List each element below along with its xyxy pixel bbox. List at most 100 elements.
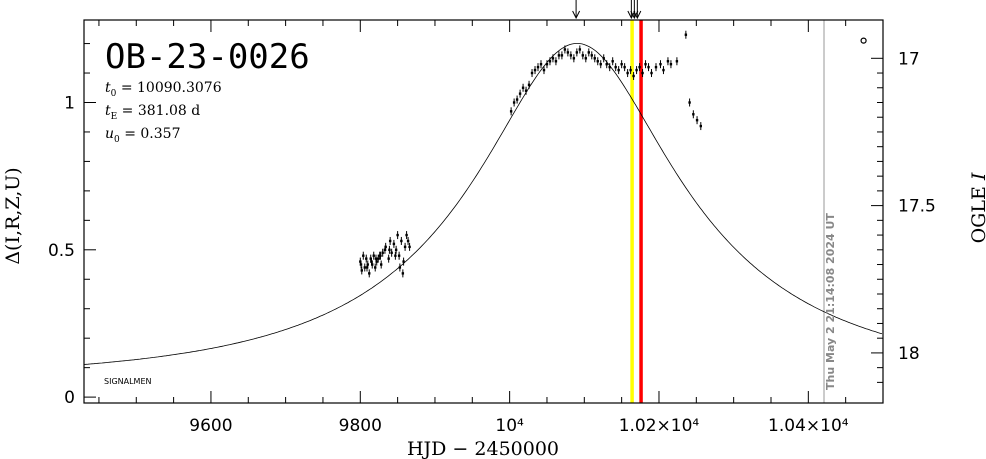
data-point <box>403 242 407 251</box>
data-point <box>524 86 528 95</box>
data-point <box>365 254 368 263</box>
data-point <box>536 63 540 72</box>
data-point <box>566 48 570 57</box>
data-point <box>611 57 614 66</box>
data-point <box>563 45 567 54</box>
data-point <box>638 63 641 72</box>
data-point <box>662 66 665 75</box>
data-point <box>518 89 522 98</box>
data-point <box>581 51 585 60</box>
data-point <box>590 51 593 60</box>
model-curve <box>84 43 883 365</box>
data-point <box>408 242 411 251</box>
y-tick-label-left-0: 0 <box>64 388 75 408</box>
data-point <box>360 266 363 275</box>
plot-area: 9600 9800 10⁴ 1.02×10⁴ 1.04×10⁴ 0 0.5 1 17 17.5 18 <box>48 0 936 436</box>
x-axis-label: HJD − 2450000 <box>407 438 559 459</box>
data-point <box>402 257 405 266</box>
data-point <box>394 251 397 260</box>
x-tick-label-4: 1.04×10⁴ <box>768 416 849 436</box>
data-point <box>644 60 647 69</box>
data-point <box>509 107 513 116</box>
data-point <box>654 63 658 72</box>
y-tick-label-right-1: 17.5 <box>898 197 936 217</box>
data-point <box>602 54 605 63</box>
data-point <box>388 245 391 254</box>
fit-parameters: t0 = 10090.3076 tE = 381.08 d u0 = 0.357 <box>105 80 222 145</box>
data-point <box>587 48 590 57</box>
data-point <box>387 254 390 263</box>
data-point <box>374 263 377 272</box>
y-axis-label-right-prefix: OGLE <box>968 180 986 243</box>
data-point <box>659 60 662 69</box>
data-point <box>527 80 531 89</box>
data-point <box>650 69 653 78</box>
y-tick-label-right-2: 18 <box>898 344 920 364</box>
data-point <box>372 251 375 260</box>
data-point <box>381 248 384 257</box>
data-point <box>512 98 516 107</box>
data-point <box>593 54 596 63</box>
x-tick-label-2: 10⁴ <box>495 416 524 436</box>
data-point <box>620 60 623 69</box>
data-point <box>397 251 401 260</box>
plot-frame <box>83 19 884 404</box>
data-point <box>533 66 537 75</box>
data-point <box>617 66 620 75</box>
data-point <box>392 239 396 248</box>
data-point <box>377 254 380 263</box>
data-point <box>379 251 382 260</box>
data-point <box>623 63 626 72</box>
data-point <box>596 57 599 66</box>
data-points <box>359 30 867 278</box>
data-point <box>390 248 393 257</box>
x-tick-label-3: 1.02×10⁴ <box>619 416 700 436</box>
data-point <box>551 54 555 63</box>
top-arrow-2 <box>630 0 639 20</box>
data-point <box>569 51 573 60</box>
data-point <box>632 71 635 80</box>
y-tick-label-right-0: 17 <box>898 49 920 69</box>
data-point <box>599 60 602 69</box>
data-point <box>669 60 673 69</box>
data-point <box>548 57 552 66</box>
data-point <box>405 231 408 240</box>
data-point <box>614 63 617 72</box>
data-point <box>406 236 410 245</box>
data-point <box>578 45 582 54</box>
timestamp: Thu May 2 21:14:08 2024 UT <box>824 213 837 390</box>
event-title: OB-23-0026 <box>105 37 310 77</box>
data-point <box>383 245 387 254</box>
data-point <box>539 60 543 69</box>
data-point <box>521 83 525 92</box>
x-tick-label-0: 9600 <box>189 416 232 436</box>
data-point <box>695 116 699 125</box>
axis-ticks: 9600 9800 10⁴ 1.02×10⁴ 1.04×10⁴ 0 0.5 1 17 17.5 18 <box>48 20 936 436</box>
data-point <box>542 66 546 75</box>
data-point <box>584 54 588 63</box>
y-axis-label-left: Δ(I,R,Z,U) <box>2 167 24 264</box>
data-point <box>675 57 679 66</box>
data-point <box>365 263 369 272</box>
data-point <box>401 269 405 278</box>
data-point <box>545 60 549 69</box>
data-point <box>557 51 561 60</box>
data-point <box>692 110 695 119</box>
y-tick-label-left-2: 1 <box>64 93 75 113</box>
data-point <box>629 66 632 75</box>
y-axis-label-right: OGLE I <box>968 172 986 243</box>
data-point <box>572 54 576 63</box>
data-point <box>368 269 371 278</box>
data-point <box>388 236 392 245</box>
fit-param-2: u0 = 0.357 <box>105 126 180 145</box>
data-point <box>396 231 399 240</box>
data-point <box>608 63 611 72</box>
data-point <box>362 251 365 260</box>
y-axis-label-right-italic: I <box>968 172 986 181</box>
data-point <box>374 254 378 263</box>
data-point <box>699 122 702 131</box>
data-point <box>641 69 644 78</box>
data-point <box>688 98 691 107</box>
x-tick-label-1: 9800 <box>339 416 382 436</box>
